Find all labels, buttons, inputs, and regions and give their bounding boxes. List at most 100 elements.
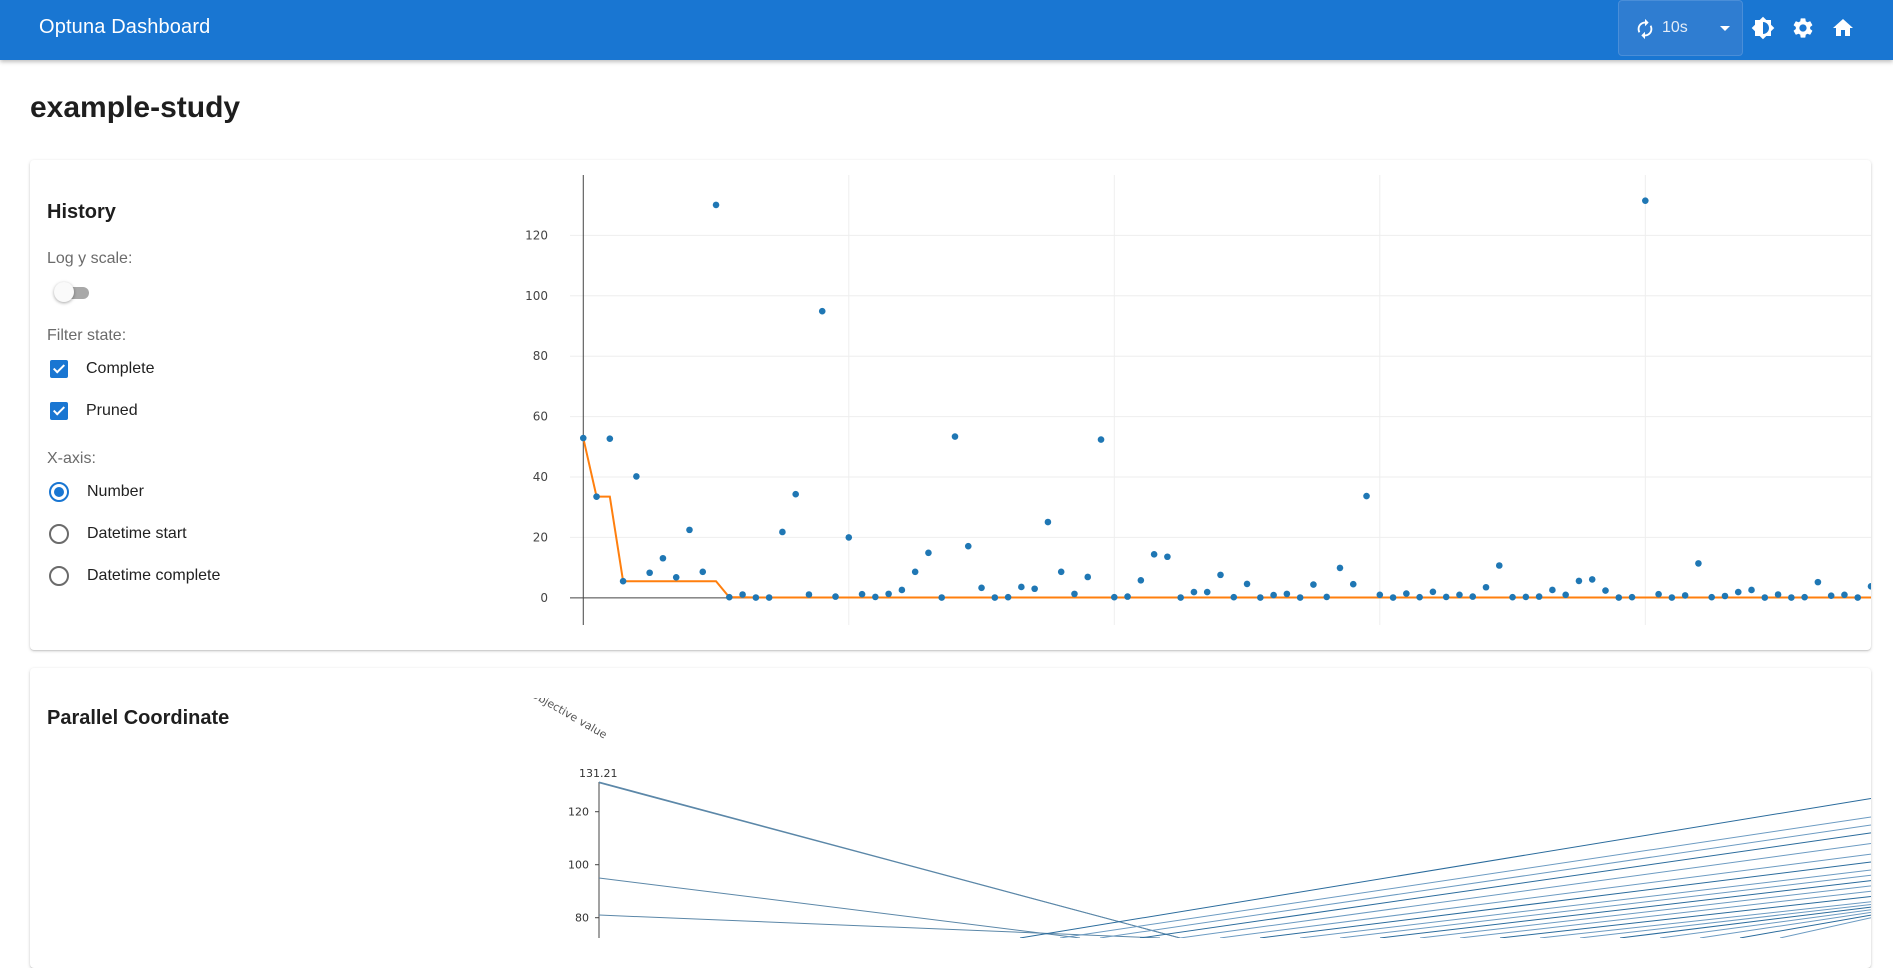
- data-point: [593, 493, 600, 500]
- data-point: [1562, 591, 1569, 599]
- history-chart[interactable]: 0 20 40 60 80 100 120: [500, 175, 1871, 630]
- data-point: [1363, 492, 1370, 500]
- data-point: [1257, 594, 1264, 601]
- filter-complete[interactable]: Complete: [47, 357, 154, 381]
- data-point: [1403, 590, 1410, 597]
- data-point: [1509, 593, 1516, 601]
- data-point: [1190, 588, 1198, 596]
- data-point: [938, 594, 946, 601]
- data-point: [845, 534, 853, 541]
- log-scale-switch[interactable]: [54, 282, 92, 302]
- data-point: [792, 490, 799, 498]
- data-point: [1615, 594, 1623, 601]
- filter-pruned[interactable]: Pruned: [47, 399, 138, 423]
- parallel-coordinate-chart[interactable]: Objective value 131.21 80 100 120: [500, 698, 1871, 938]
- data-point: [1628, 593, 1636, 601]
- data-point: [1376, 591, 1384, 599]
- data-point: [1323, 593, 1331, 601]
- data-point: [872, 593, 879, 601]
- data-point: [1084, 573, 1092, 581]
- data-point: [818, 307, 826, 315]
- history-heading: History: [47, 201, 116, 223]
- parallel-line: [1299, 869, 1871, 938]
- data-point: [991, 594, 999, 601]
- reload-interval-select[interactable]: 10s: [1618, 0, 1743, 56]
- parallel-line: [1059, 816, 1871, 938]
- data-point: [1774, 591, 1782, 598]
- data-point: [726, 593, 733, 601]
- data-point: [1137, 577, 1145, 584]
- data-point: [1071, 590, 1078, 598]
- filter-complete-label: Complete: [86, 360, 155, 377]
- xaxis-label: X-axis:: [47, 450, 96, 467]
- parallel-line: [1779, 917, 1871, 938]
- data-point: [1708, 593, 1715, 601]
- data-point: [1004, 593, 1012, 601]
- data-point: [686, 526, 693, 534]
- app-title[interactable]: Optuna Dashboard: [39, 16, 211, 38]
- data-point: [978, 584, 985, 592]
- parallel-line: [1619, 906, 1871, 938]
- data-point: [1788, 594, 1795, 601]
- home-icon[interactable]: [1831, 16, 1855, 40]
- data-point: [1535, 593, 1543, 600]
- data-point: [1721, 592, 1729, 600]
- parallel-line: [1259, 861, 1871, 938]
- study-title: example-study: [30, 91, 241, 124]
- xaxis-option-number[interactable]: Number: [47, 480, 144, 504]
- xaxis-option-label: Number: [87, 483, 144, 500]
- data-point: [1124, 593, 1131, 600]
- app-bar: Optuna Dashboard 10s: [0, 0, 1893, 60]
- parallel-line: [1219, 853, 1871, 938]
- parallel-line: [1019, 797, 1871, 938]
- data-point: [712, 201, 720, 209]
- radio-unchecked-icon[interactable]: [49, 566, 69, 586]
- filter-state-label: Filter state:: [47, 327, 127, 344]
- xaxis-option-datetime-start[interactable]: Datetime start: [47, 522, 187, 546]
- parallel-line: [1339, 874, 1871, 938]
- axis-title: Objective value: [529, 698, 610, 742]
- radio-checked-icon[interactable]: [49, 482, 69, 502]
- data-point: [1230, 593, 1238, 601]
- data-point: [1482, 583, 1490, 591]
- data-point: [1416, 593, 1423, 601]
- data-point: [1814, 578, 1822, 586]
- xaxis-option-label: Datetime start: [87, 525, 187, 542]
- checkbox-checked-icon[interactable]: [50, 360, 68, 378]
- data-point: [765, 594, 773, 601]
- data-point: [659, 554, 667, 562]
- y-tick-label: 40: [533, 470, 548, 484]
- axis-max-label: 131.21: [579, 767, 618, 780]
- xaxis-option-datetime-complete[interactable]: Datetime complete: [47, 564, 220, 588]
- data-point: [1177, 594, 1184, 601]
- data-point: [1668, 594, 1676, 601]
- data-point: [925, 549, 932, 557]
- data-point: [672, 573, 680, 581]
- data-point: [1854, 594, 1862, 601]
- parallel-line: [1139, 832, 1871, 938]
- data-point: [779, 528, 786, 536]
- data-point: [911, 568, 919, 576]
- radio-unchecked-icon[interactable]: [49, 524, 69, 544]
- axis-tick-label: 120: [568, 806, 589, 819]
- reload-interval-value: 10s: [1662, 19, 1688, 36]
- y-tick-label: 60: [533, 410, 548, 424]
- data-point: [805, 591, 813, 598]
- switch-thumb[interactable]: [54, 282, 74, 302]
- data-point: [1018, 583, 1025, 591]
- checkbox-checked-icon[interactable]: [50, 402, 68, 420]
- data-point: [619, 577, 627, 585]
- y-tick-label: 80: [533, 349, 548, 363]
- brightness-icon[interactable]: [1751, 16, 1775, 40]
- caret-down-icon: [1720, 26, 1730, 31]
- y-tick-label: 120: [525, 228, 548, 242]
- parallel-line: [598, 782, 1181, 938]
- data-point: [752, 594, 760, 601]
- data-point: [1602, 587, 1609, 594]
- data-point: [1801, 593, 1808, 601]
- gear-icon[interactable]: [1791, 16, 1815, 40]
- data-point: [1296, 594, 1304, 601]
- data-point: [1495, 562, 1503, 569]
- parallel-heading: Parallel Coordinate: [47, 707, 230, 729]
- data-point: [1203, 588, 1211, 596]
